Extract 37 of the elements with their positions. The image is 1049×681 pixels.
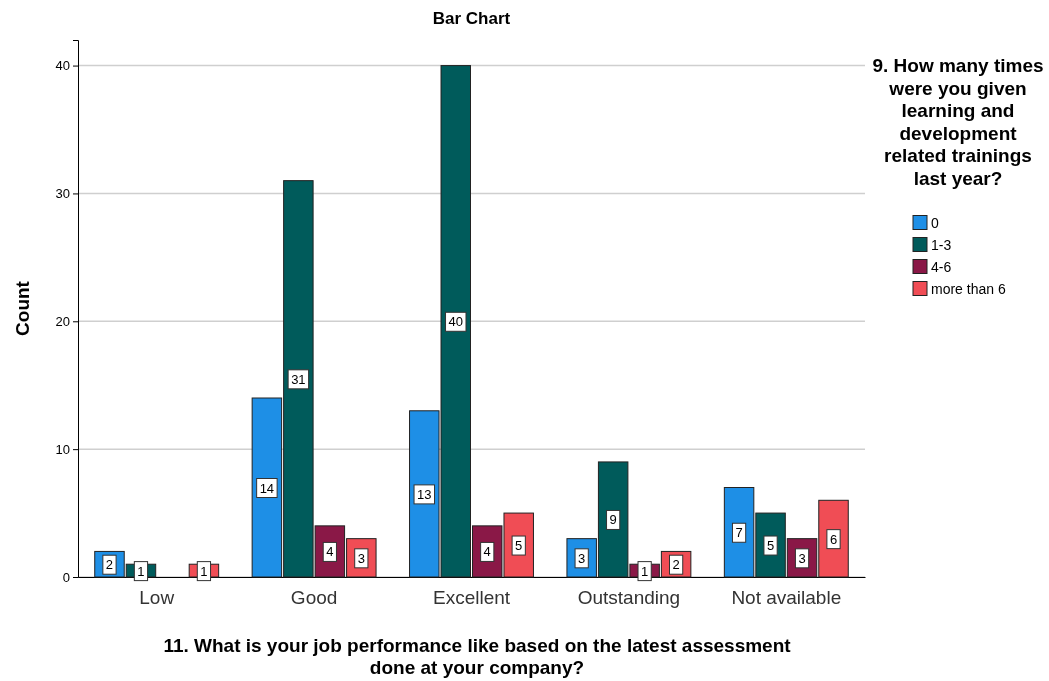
y-tick-label: 10 [55,441,70,457]
x-tick-label: Low [139,587,175,609]
legend-label: more than 6 [931,280,1006,297]
data-label: 1 [641,563,649,579]
data-label: 40 [448,314,463,330]
data-label: 5 [515,538,523,554]
y-tick-label: 0 [62,569,70,585]
y-tick-label: 40 [55,58,70,74]
data-label: 31 [291,371,306,387]
chart-title: Bar Chart [432,9,511,28]
legend-label: 1-3 [931,236,952,253]
x-axis-title: 11. What is your job performance like based on the latest assessment done at your company? [163,635,792,678]
data-label: 3 [578,550,586,566]
x-tick-label: Excellent [432,587,511,609]
data-label: 3 [357,550,365,566]
x-tick-label: Outstanding [577,587,681,609]
data-label: 13 [417,486,432,502]
data-label: 2 [672,557,680,573]
data-label: 1 [200,563,208,579]
legend-label: 0 [931,214,939,231]
legend-title: 9. How many times were you given learning and development related trainings last year? [872,55,1044,189]
data-label: 3 [798,550,806,566]
data-label: 4 [326,544,334,560]
y-axis-title: Count [12,280,33,336]
x-tick-label: Good [290,587,338,609]
data-label: 7 [735,525,743,541]
y-tick-label: 20 [55,313,70,329]
data-label: 2 [105,557,114,573]
data-label: 9 [609,512,617,528]
x-tick-label: Not available [731,587,842,609]
data-label: 5 [766,538,775,554]
data-label: 6 [829,531,838,547]
data-label: 4 [483,544,491,560]
y-tick-label: 30 [55,186,70,202]
data-label: 14 [259,480,275,496]
data-label: 1 [137,563,145,579]
legend-label: 4-6 [931,258,952,275]
